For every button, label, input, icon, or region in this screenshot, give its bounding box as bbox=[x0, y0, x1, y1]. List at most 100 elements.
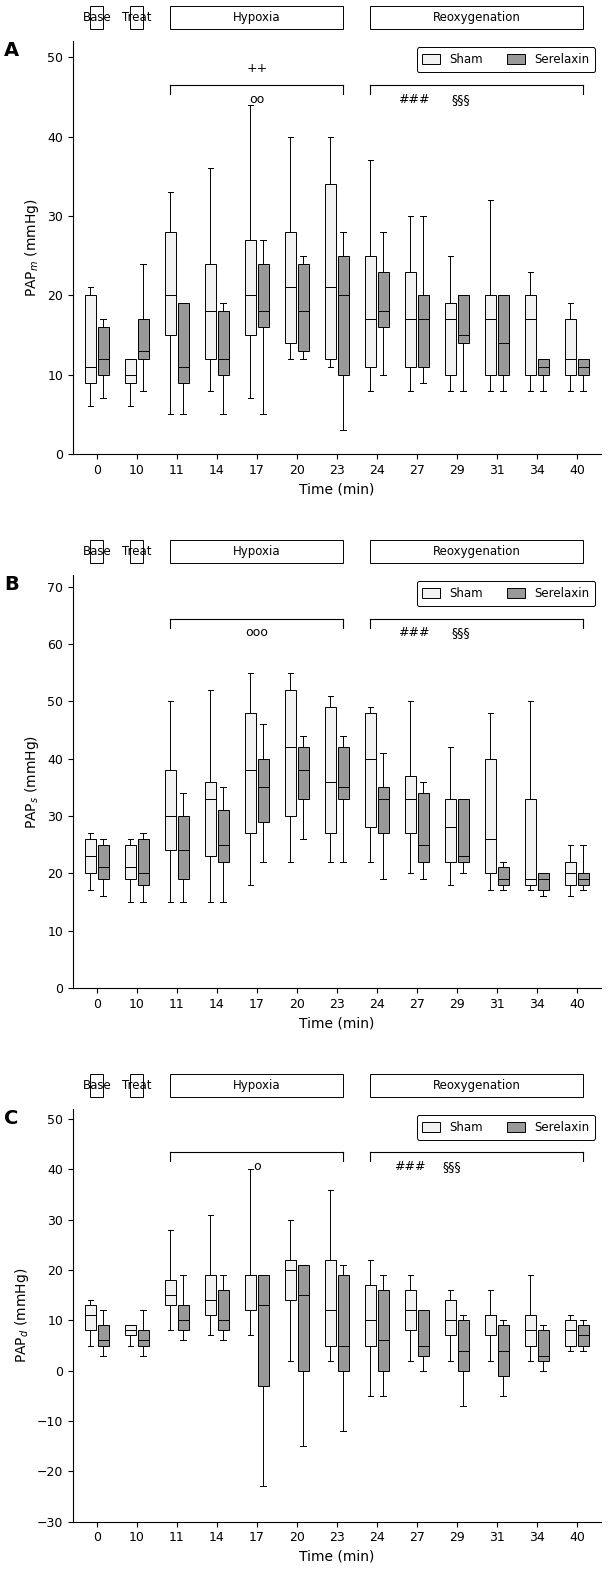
X-axis label: Time (min): Time (min) bbox=[299, 1550, 375, 1564]
PathPatch shape bbox=[325, 184, 336, 359]
PathPatch shape bbox=[125, 844, 136, 879]
PathPatch shape bbox=[97, 1326, 109, 1345]
Text: Hypoxia: Hypoxia bbox=[233, 11, 281, 24]
Text: ooo: ooo bbox=[245, 627, 268, 639]
Legend: Sham, Serelaxin: Sham, Serelaxin bbox=[417, 581, 595, 606]
PathPatch shape bbox=[565, 320, 576, 375]
PathPatch shape bbox=[138, 1331, 149, 1345]
Text: C: C bbox=[4, 1109, 18, 1128]
FancyBboxPatch shape bbox=[130, 540, 143, 562]
PathPatch shape bbox=[405, 776, 416, 833]
PathPatch shape bbox=[378, 788, 389, 833]
PathPatch shape bbox=[177, 304, 188, 383]
Text: §§§: §§§ bbox=[452, 93, 470, 106]
FancyBboxPatch shape bbox=[370, 1074, 583, 1096]
PathPatch shape bbox=[258, 263, 269, 328]
PathPatch shape bbox=[417, 296, 429, 367]
PathPatch shape bbox=[538, 873, 549, 890]
Y-axis label: PAP$_d$ (mmHg): PAP$_d$ (mmHg) bbox=[13, 1268, 31, 1362]
Y-axis label: PAP$_m$ (mmHg): PAP$_m$ (mmHg) bbox=[23, 198, 42, 298]
PathPatch shape bbox=[338, 1276, 349, 1370]
PathPatch shape bbox=[245, 713, 256, 833]
PathPatch shape bbox=[445, 799, 456, 862]
PathPatch shape bbox=[458, 1320, 469, 1370]
PathPatch shape bbox=[258, 759, 269, 822]
PathPatch shape bbox=[205, 263, 216, 359]
PathPatch shape bbox=[445, 1301, 456, 1336]
PathPatch shape bbox=[285, 1260, 296, 1301]
PathPatch shape bbox=[485, 296, 496, 375]
PathPatch shape bbox=[218, 810, 229, 862]
PathPatch shape bbox=[365, 1285, 376, 1345]
PathPatch shape bbox=[365, 713, 376, 827]
PathPatch shape bbox=[378, 1290, 389, 1370]
Legend: Sham, Serelaxin: Sham, Serelaxin bbox=[417, 1115, 595, 1140]
PathPatch shape bbox=[417, 1310, 429, 1356]
FancyBboxPatch shape bbox=[370, 540, 583, 562]
FancyBboxPatch shape bbox=[170, 1074, 343, 1096]
PathPatch shape bbox=[578, 873, 589, 885]
PathPatch shape bbox=[165, 770, 176, 850]
PathPatch shape bbox=[485, 1315, 496, 1336]
Text: Treat: Treat bbox=[122, 11, 152, 24]
PathPatch shape bbox=[485, 759, 496, 873]
PathPatch shape bbox=[125, 1326, 136, 1336]
Text: §§§: §§§ bbox=[452, 627, 470, 639]
PathPatch shape bbox=[97, 328, 109, 375]
Text: ###: ### bbox=[398, 93, 429, 106]
PathPatch shape bbox=[365, 255, 376, 367]
Text: Hypoxia: Hypoxia bbox=[233, 1079, 281, 1091]
PathPatch shape bbox=[578, 359, 589, 375]
PathPatch shape bbox=[338, 747, 349, 799]
Text: B: B bbox=[4, 575, 19, 594]
FancyBboxPatch shape bbox=[170, 6, 343, 28]
Text: Reoxygenation: Reoxygenation bbox=[433, 1079, 521, 1091]
PathPatch shape bbox=[525, 799, 536, 885]
PathPatch shape bbox=[165, 1280, 176, 1306]
PathPatch shape bbox=[245, 239, 256, 335]
PathPatch shape bbox=[205, 781, 216, 857]
PathPatch shape bbox=[165, 232, 176, 335]
PathPatch shape bbox=[458, 799, 469, 862]
Text: oo: oo bbox=[249, 93, 264, 106]
FancyBboxPatch shape bbox=[130, 6, 143, 28]
PathPatch shape bbox=[525, 1315, 536, 1345]
FancyBboxPatch shape bbox=[91, 6, 103, 28]
PathPatch shape bbox=[125, 359, 136, 383]
PathPatch shape bbox=[338, 255, 349, 375]
PathPatch shape bbox=[138, 320, 149, 359]
PathPatch shape bbox=[405, 271, 416, 367]
PathPatch shape bbox=[445, 304, 456, 375]
FancyBboxPatch shape bbox=[130, 1074, 143, 1096]
PathPatch shape bbox=[218, 1290, 229, 1331]
FancyBboxPatch shape bbox=[370, 6, 583, 28]
PathPatch shape bbox=[97, 844, 109, 879]
PathPatch shape bbox=[258, 1276, 269, 1386]
PathPatch shape bbox=[565, 1320, 576, 1345]
Text: A: A bbox=[4, 41, 19, 60]
PathPatch shape bbox=[85, 839, 96, 873]
PathPatch shape bbox=[525, 296, 536, 375]
PathPatch shape bbox=[285, 690, 296, 816]
PathPatch shape bbox=[498, 868, 509, 885]
Text: Base: Base bbox=[83, 545, 111, 558]
PathPatch shape bbox=[417, 792, 429, 862]
PathPatch shape bbox=[578, 1326, 589, 1345]
PathPatch shape bbox=[85, 1306, 96, 1331]
Y-axis label: PAP$_s$ (mmHg): PAP$_s$ (mmHg) bbox=[23, 734, 42, 828]
Text: ***: *** bbox=[468, 61, 487, 74]
PathPatch shape bbox=[405, 1290, 416, 1331]
Text: Base: Base bbox=[83, 11, 111, 24]
PathPatch shape bbox=[538, 1331, 549, 1361]
PathPatch shape bbox=[458, 296, 469, 343]
PathPatch shape bbox=[177, 816, 188, 879]
X-axis label: Time (min): Time (min) bbox=[299, 1016, 375, 1030]
Text: Reoxygenation: Reoxygenation bbox=[433, 545, 521, 558]
Legend: Sham, Serelaxin: Sham, Serelaxin bbox=[417, 47, 595, 72]
PathPatch shape bbox=[285, 232, 296, 343]
PathPatch shape bbox=[205, 1276, 216, 1315]
Text: **: ** bbox=[471, 595, 483, 608]
FancyBboxPatch shape bbox=[170, 540, 343, 562]
PathPatch shape bbox=[325, 707, 336, 833]
Text: Hypoxia: Hypoxia bbox=[233, 545, 281, 558]
